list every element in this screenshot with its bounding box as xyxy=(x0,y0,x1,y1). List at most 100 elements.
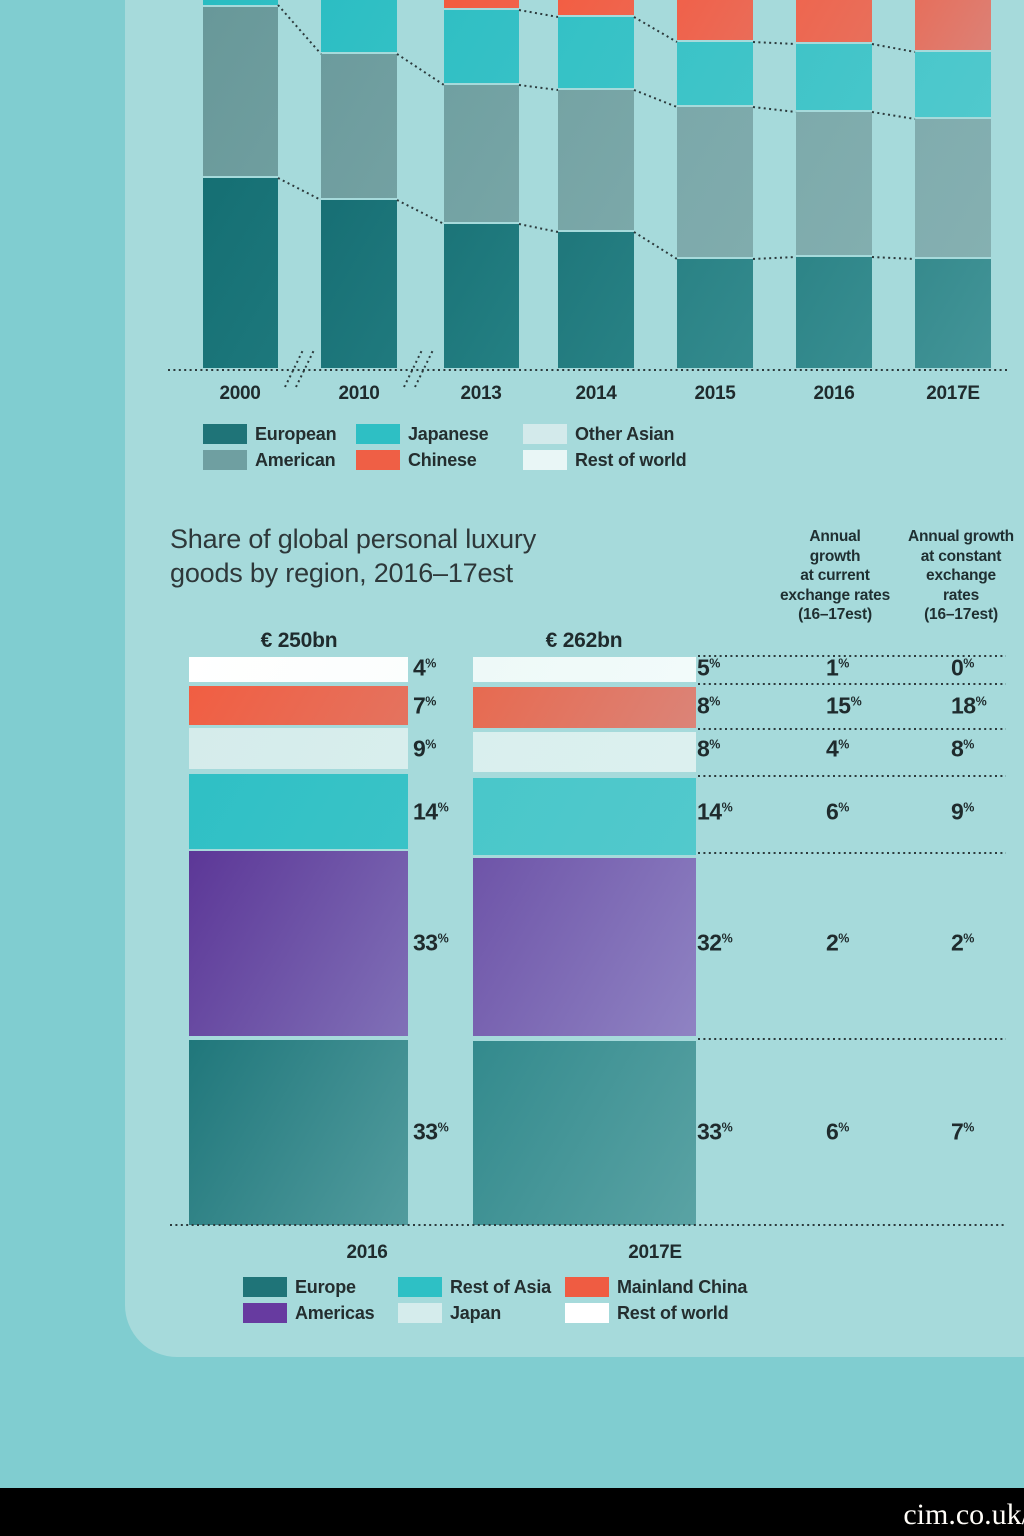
share-2017e-japan-number: 8 xyxy=(697,735,710,762)
share-2016-americas-number: 33 xyxy=(413,929,438,956)
top-segment-japanese-2013 xyxy=(444,10,519,83)
share-2016-europe: 33% xyxy=(413,1118,449,1145)
bar-total-2016: € 250bn xyxy=(260,629,338,652)
bottom-legend-swatch-europe xyxy=(243,1277,287,1297)
top-segment-chinese-2014 xyxy=(558,0,634,15)
bottom-segment-europe-2016 xyxy=(189,1040,408,1225)
share-2017e-rest-of-asia-number: 14 xyxy=(697,798,722,825)
growth-constant-mainland-china: 18% xyxy=(951,694,987,718)
top-segment-japanese-2014 xyxy=(558,17,634,88)
percent-sign: % xyxy=(963,931,975,946)
x-axis-label-2016: 2016 xyxy=(813,383,855,404)
bottom-legend-swatch-rest-of-world xyxy=(565,1303,609,1323)
top-segment-japanese-2016 xyxy=(796,44,872,110)
growth-current-europe: 6% xyxy=(826,1118,850,1145)
bottom-legend-swatch-americas xyxy=(243,1303,287,1323)
top-segment-chinese-2017e xyxy=(915,0,991,50)
top-legend-label-rest-of-world: Rest of world xyxy=(575,450,687,470)
top-segment-american-2016 xyxy=(796,112,872,255)
percent-sign: % xyxy=(437,1120,449,1135)
top-segment-european-2010 xyxy=(321,200,397,368)
growth-constant-europe: 7% xyxy=(951,1120,974,1144)
top-legend-swatch-chinese xyxy=(356,450,400,470)
share-2017e-europe-number: 33 xyxy=(697,1118,722,1145)
share-2016-rest-of-asia-number: 14 xyxy=(413,798,438,825)
top-legend-label-chinese: Chinese xyxy=(408,450,477,470)
bottom-segment-rest-of-world-2017e xyxy=(473,657,696,682)
share-2017e-europe: 33% xyxy=(697,1118,733,1145)
percent-sign: % xyxy=(838,931,850,946)
share-2017e-mainland-china: 8% xyxy=(697,694,720,718)
top-segment-chinese-2015 xyxy=(677,0,753,40)
top-legend-label-other-asian: Other Asian xyxy=(575,424,675,444)
percent-sign: % xyxy=(838,656,850,671)
top-segment-chinese-2016 xyxy=(796,0,872,42)
top-segment-japanese-2000 xyxy=(203,0,278,5)
share-2016-japan-number: 9 xyxy=(413,735,426,762)
percent-sign: % xyxy=(850,694,862,709)
bottom-segment-rest-of-world-2016 xyxy=(189,657,408,682)
x-axis-label-2015: 2015 xyxy=(694,383,736,404)
x-axis-label-2014: 2014 xyxy=(575,383,617,404)
footer-url: cim.co.uk/ xyxy=(903,1498,1024,1531)
top-legend-label-european: European xyxy=(255,424,337,444)
top-segment-european-2016 xyxy=(796,257,872,368)
percent-sign: % xyxy=(721,800,733,815)
x-axis-label-2016: 2016 xyxy=(346,1242,388,1263)
share-2016-rest-of-asia: 14% xyxy=(413,798,449,825)
share-2016-rest-of-world-number: 4 xyxy=(413,654,426,681)
share-2017e-rest-of-asia: 14% xyxy=(697,798,733,825)
top-legend-swatch-european xyxy=(203,424,247,444)
share-2017e-rest-of-world: 5% xyxy=(697,654,720,681)
bottom-segment-americas-2017e xyxy=(473,858,696,1036)
growth-constant-rest-of-asia: 9% xyxy=(951,798,974,825)
growth-current-rest-of-asia: 6% xyxy=(826,800,850,824)
top-segment-american-2015 xyxy=(677,107,753,257)
top-legend-swatch-other-asian xyxy=(523,424,567,444)
x-axis-label-2017e: 2017E xyxy=(628,1242,682,1263)
bottom-segment-rest-of-asia-2017e xyxy=(473,778,696,855)
percent-sign: % xyxy=(425,737,437,752)
top-legend-swatch-rest-of-world xyxy=(523,450,567,470)
top-legend-swatch-american xyxy=(203,450,247,470)
growth-constant-americas-number: 2 xyxy=(951,929,964,956)
bottom-segment-mainland-china-2017e xyxy=(473,687,696,728)
percent-sign: % xyxy=(963,656,975,671)
top-legend-label-japanese: Japanese xyxy=(408,424,489,444)
percent-sign: % xyxy=(838,1120,850,1135)
column-header-constant-rates: Annual growth at constant exchange rates… xyxy=(908,528,1014,623)
top-segment-american-2010 xyxy=(321,54,397,198)
x-axis-label-2013: 2013 xyxy=(460,383,502,404)
share-2016-japan: 9% xyxy=(413,735,437,762)
top-segment-european-2015 xyxy=(677,259,753,368)
percent-sign: % xyxy=(437,800,449,815)
growth-constant-rest-of-asia-number: 9 xyxy=(951,798,964,825)
bottom-segment-japan-2016 xyxy=(189,728,408,769)
bottom-legend-label-rest-of-asia: Rest of Asia xyxy=(450,1277,551,1297)
percent-sign: % xyxy=(437,931,449,946)
bottom-legend-label-mainland-china: Mainland China xyxy=(617,1277,748,1297)
bottom-legend-swatch-japan xyxy=(398,1303,442,1323)
bottom-legend-label-europe: Europe xyxy=(295,1277,356,1297)
top-segment-american-2017e xyxy=(915,119,991,257)
bottom-segment-rest-of-asia-2016 xyxy=(189,774,408,849)
share-2017e-rest-of-world-number: 5 xyxy=(697,654,710,681)
percent-sign: % xyxy=(721,931,733,946)
growth-current-japan: 4% xyxy=(826,737,849,761)
bottom-legend-label-rest-of-world: Rest of world xyxy=(617,1303,729,1323)
share-2016-mainland-china: 7% xyxy=(413,694,436,718)
bottom-legend-swatch-mainland-china xyxy=(565,1277,609,1297)
top-legend-swatch-japanese xyxy=(356,424,400,444)
percent-sign: % xyxy=(709,737,721,752)
share-2016-europe-number: 33 xyxy=(413,1118,438,1145)
growth-current-europe-number: 6 xyxy=(826,1118,839,1145)
top-segment-european-2014 xyxy=(558,232,634,368)
percent-sign: % xyxy=(838,800,850,815)
growth-constant-japan: 8% xyxy=(951,737,974,761)
top-segment-japanese-2017e xyxy=(915,52,991,117)
x-axis-label-2017e: 2017E xyxy=(926,383,980,404)
bottom-legend-label-japan: Japan xyxy=(450,1303,502,1323)
growth-current-mainland-china-number: 15 xyxy=(826,692,851,719)
